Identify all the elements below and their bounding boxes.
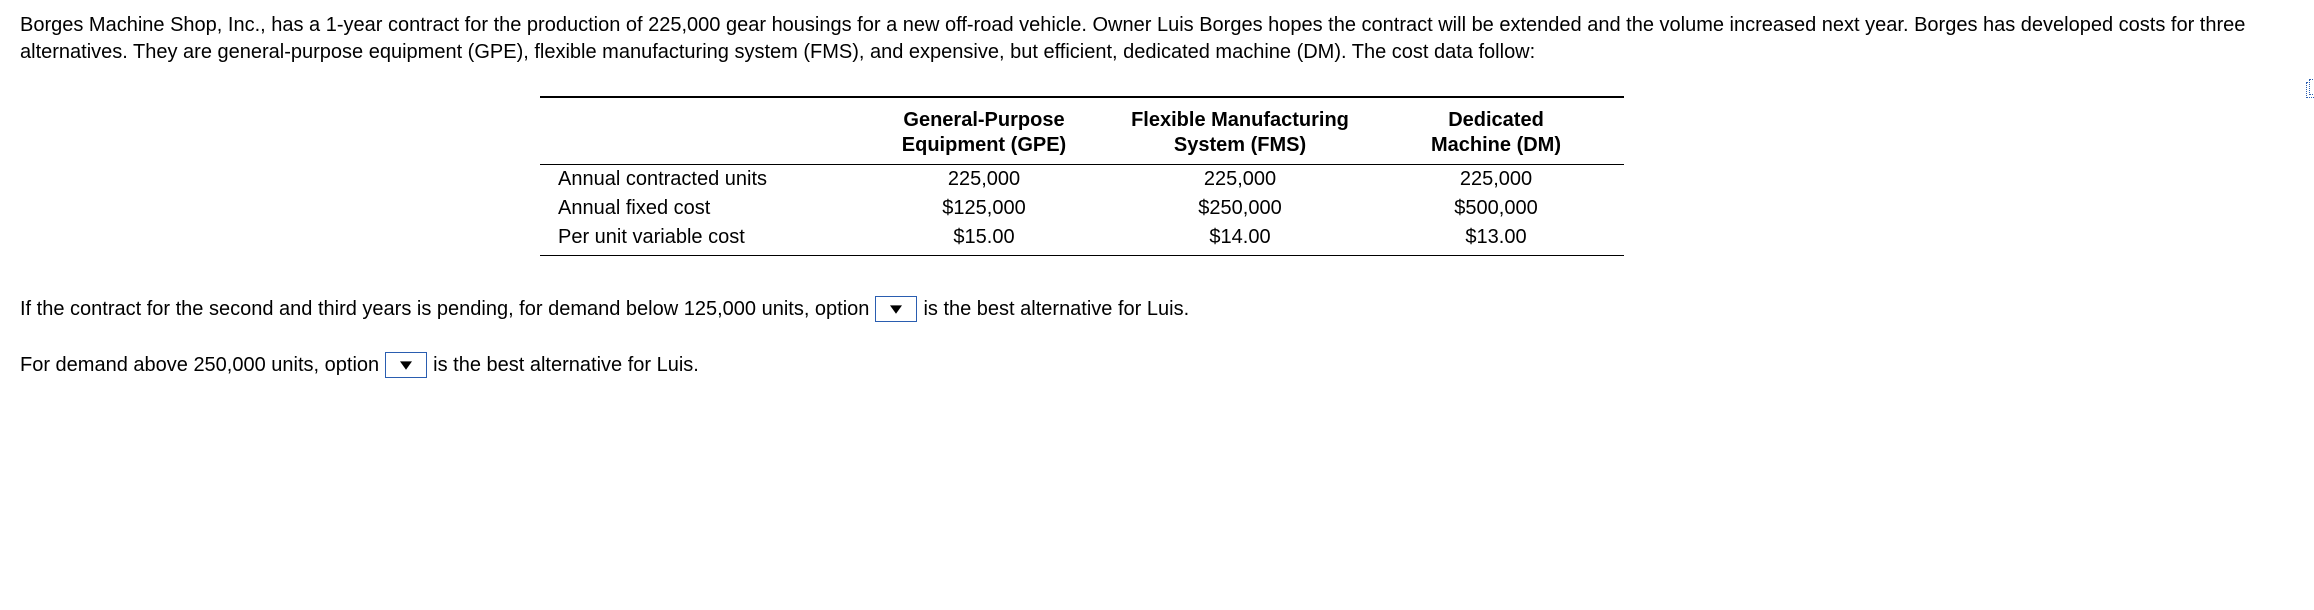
header-blank [540, 97, 856, 165]
q1-dropdown[interactable] [875, 296, 917, 322]
cell-dm: $500,000 [1368, 194, 1624, 223]
question-2: For demand above 250,000 units, option i… [20, 352, 2294, 378]
header-dm-line1: Dedicated [1448, 109, 1544, 131]
header-gpe-line1: General-Purpose [903, 109, 1064, 131]
question-1: If the contract for the second and third… [20, 296, 2294, 322]
cell-dm: $13.00 [1368, 223, 1624, 256]
cell-gpe: 225,000 [856, 165, 1112, 195]
cost-table-region: General-Purpose Equipment (GPE) Flexible… [540, 96, 2294, 256]
cell-dm: 225,000 [1368, 165, 1624, 195]
header-fms-line2: System (FMS) [1174, 134, 1306, 156]
cost-table: General-Purpose Equipment (GPE) Flexible… [540, 96, 1624, 256]
chevron-down-icon [400, 359, 412, 371]
q2-dropdown[interactable] [385, 352, 427, 378]
header-dm-line2: Machine (DM) [1431, 134, 1561, 156]
table-row: Annual contracted units 225,000 225,000 … [540, 165, 1624, 195]
q2-text-before: For demand above 250,000 units, option [20, 354, 379, 377]
chevron-down-icon [890, 303, 902, 315]
table-row: Annual fixed cost $125,000 $250,000 $500… [540, 194, 1624, 223]
q1-text-before: If the contract for the second and third… [20, 298, 869, 321]
row-label: Annual contracted units [540, 165, 856, 195]
q1-text-after: is the best alternative for Luis. [923, 298, 1189, 321]
cell-fms: 225,000 [1112, 165, 1368, 195]
header-dm: Dedicated Machine (DM) [1368, 97, 1624, 165]
cell-gpe: $125,000 [856, 194, 1112, 223]
header-gpe-line2: Equipment (GPE) [902, 134, 1066, 156]
table-row: Per unit variable cost $15.00 $14.00 $13… [540, 223, 1624, 256]
header-gpe: General-Purpose Equipment (GPE) [856, 97, 1112, 165]
table-header-row: General-Purpose Equipment (GPE) Flexible… [540, 97, 1624, 165]
q2-text-after: is the best alternative for Luis. [433, 354, 699, 377]
row-label: Per unit variable cost [540, 223, 856, 256]
problem-intro: Borges Machine Shop, Inc., has a 1-year … [20, 12, 2294, 66]
header-fms: Flexible Manufacturing System (FMS) [1112, 97, 1368, 165]
row-label: Annual fixed cost [540, 194, 856, 223]
cell-fms: $14.00 [1112, 223, 1368, 256]
header-fms-line1: Flexible Manufacturing [1131, 109, 1349, 131]
cell-fms: $250,000 [1112, 194, 1368, 223]
cell-gpe: $15.00 [856, 223, 1112, 256]
copy-icon[interactable] [2306, 82, 2314, 98]
